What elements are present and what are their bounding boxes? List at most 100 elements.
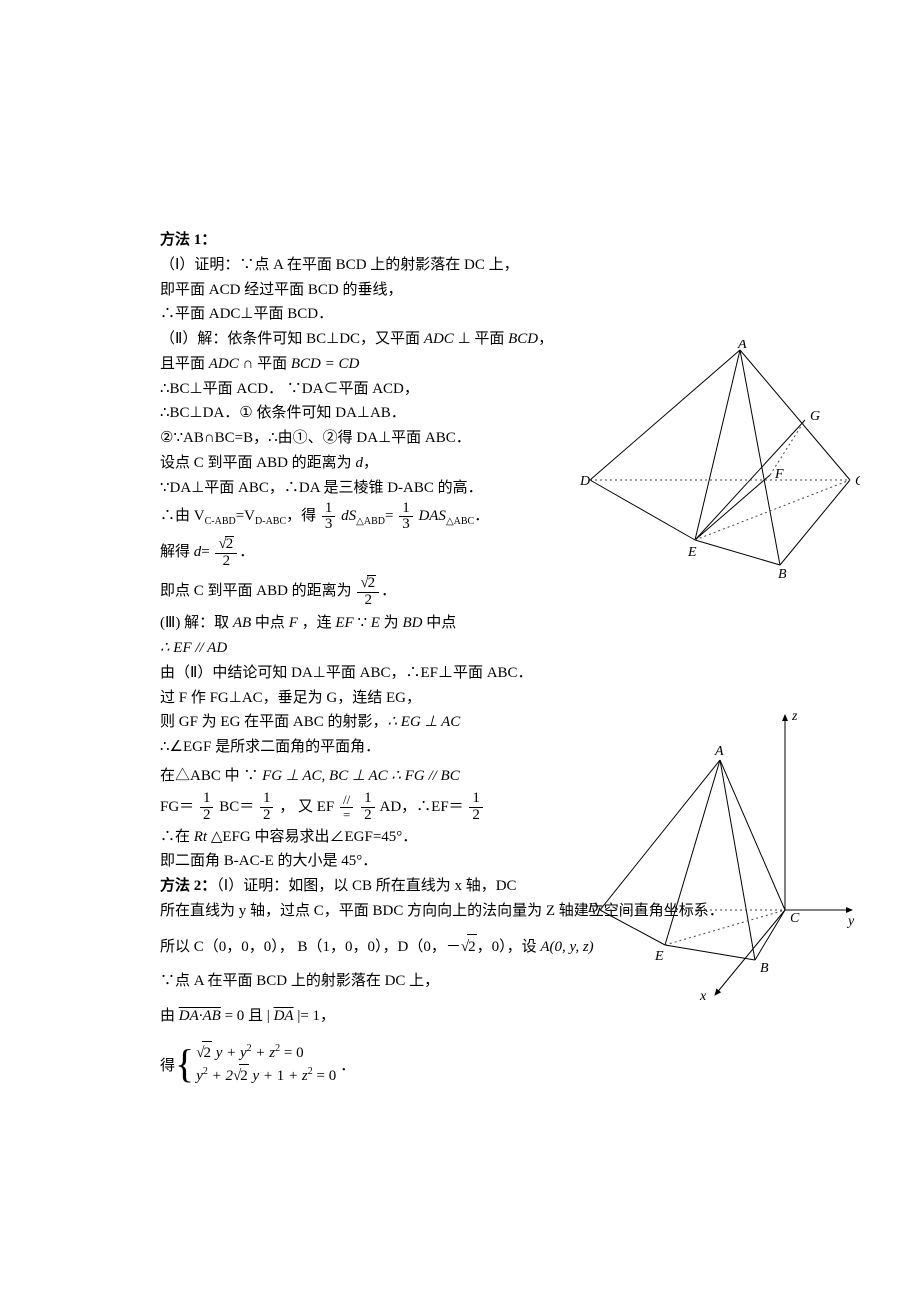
t: 中点	[422, 615, 456, 631]
frac-sqrt2-2b: 22	[357, 575, 379, 609]
brace-icon: {	[175, 1048, 194, 1080]
n: 2	[215, 536, 237, 554]
p3-l15: ∴ EF // AD	[160, 636, 760, 661]
fig2-D: D	[587, 901, 598, 916]
t: AD，∴EF＝	[380, 799, 464, 815]
fig2-E: E	[654, 949, 664, 964]
sqrt-icon: 2	[218, 536, 234, 553]
frac-1-2a: 12	[200, 791, 214, 824]
figure-2: A D C B E z y x	[570, 700, 860, 1010]
figure-2-svg: A D C B E z y x	[570, 700, 860, 1010]
fig1-B: B	[778, 567, 787, 580]
fig2-A: A	[714, 744, 724, 759]
t: =V	[236, 508, 255, 524]
n: 1	[200, 791, 214, 808]
fig2-B: B	[760, 961, 769, 976]
d: 3	[399, 517, 413, 533]
t: ∴在	[160, 829, 194, 845]
t: =	[385, 508, 393, 524]
s: D-ABC	[255, 516, 286, 527]
vec: DA·AB	[179, 1008, 221, 1024]
t: |= 1，	[294, 1008, 335, 1024]
fig1-G: G	[810, 409, 820, 424]
m: BCD	[508, 331, 538, 347]
d: 2	[215, 554, 237, 570]
eq1: 2 y + y2 + z2 = 0	[196, 1041, 336, 1065]
d: 2	[357, 593, 379, 609]
fig2-C: C	[790, 911, 800, 926]
sqrt-icon: 2	[461, 934, 477, 960]
t: 解得	[160, 544, 194, 560]
t: 中点	[251, 615, 289, 631]
m: E	[371, 615, 380, 631]
m: ADC	[209, 356, 239, 372]
brace-content: 2 y + y2 + z2 = 0 y2 + 22 y + 1 + z2 = 0	[196, 1041, 336, 1088]
t: 由	[160, 1008, 179, 1024]
t: (Ⅲ) 解：取	[160, 615, 233, 631]
figure-1-svg: A D C B E G F	[580, 340, 860, 580]
d: =	[340, 808, 353, 822]
t: 得	[160, 1054, 175, 1075]
frac-paraeq: //=	[340, 793, 353, 821]
figure-1: A D C B E G F	[580, 340, 860, 580]
t: ⊥ 平面	[454, 331, 508, 347]
m: AB	[233, 615, 251, 631]
t: 设点 C 到平面 ABD 的距离为	[160, 455, 355, 471]
s: △ABC	[446, 516, 474, 527]
fig1-F: F	[774, 467, 784, 482]
p3-l16: 由（Ⅱ）中结论可知 DA⊥平面 ABC，∴EF⊥平面 ABC．	[160, 661, 760, 686]
n: 1	[260, 791, 274, 808]
m: ∴ EG ⊥ AC	[388, 714, 461, 730]
t: ∵	[354, 615, 371, 631]
m: ∴ EF // AD	[160, 640, 227, 656]
m: ADC	[424, 331, 454, 347]
s: △ABD	[356, 516, 385, 527]
m: FG ⊥ AC, BC ⊥ AC ∴ FG // BC	[262, 768, 460, 784]
p1-l2: 即平面 ACD 经过平面 BCD 的垂线，	[160, 278, 760, 303]
n: 2	[357, 575, 379, 593]
frac-1-2d: 12	[469, 791, 483, 824]
frac-1-3a: 13	[322, 501, 336, 534]
t: = 0 且 |	[221, 1008, 274, 1024]
fig2-z: z	[791, 709, 798, 724]
m2-system: 得 { 2 y + y2 + z2 = 0 y2 + 22 y + 1 + z2…	[160, 1041, 760, 1088]
t: ∴由 V	[160, 508, 205, 524]
t: （Ⅰ）证明：如图，以 CB 所在直线为 x 轴，DC	[216, 878, 516, 894]
t: 所以 C（0，0，0）， B（1，0，0），D（0，－	[160, 939, 461, 955]
t: 为	[380, 615, 403, 631]
m: F	[289, 615, 298, 631]
m: EF	[335, 615, 353, 631]
t: ， 又 EF	[279, 799, 334, 815]
s: C-ABD	[205, 516, 236, 527]
t: ，0），设	[477, 939, 541, 955]
fig2-y: y	[846, 914, 855, 929]
eq2: y2 + 22 y + 1 + z2 = 0	[196, 1064, 336, 1088]
p3-l14: (Ⅲ) 解：取 AB 中点 F ，连 EF ∵ E 为 BD 中点	[160, 611, 760, 636]
fig1-E: E	[687, 545, 697, 560]
m: dS	[341, 508, 356, 524]
n: 1	[322, 501, 336, 518]
n: 1	[399, 501, 413, 518]
fig1-A: A	[737, 340, 747, 352]
t: BC＝	[219, 799, 254, 815]
sqrt-icon: 2	[360, 575, 376, 592]
frac-1-3b: 13	[399, 501, 413, 534]
sqrt-icon: 2	[196, 1041, 212, 1065]
t: （Ⅱ）解：依条件可知 BC⊥DC，又平面	[160, 331, 424, 347]
d: 2	[469, 808, 483, 824]
m: DAS	[418, 508, 446, 524]
t: 即点 C 到平面 ABD 的距离为	[160, 583, 352, 599]
m: BCD = CD	[291, 356, 359, 372]
t: ．	[340, 1054, 355, 1075]
vec: DA	[274, 1008, 294, 1024]
m: d	[355, 455, 363, 471]
fig2-x: x	[699, 989, 707, 1004]
heading-method-1: 方法 1：	[160, 228, 760, 253]
t: 在△ABC 中 ∵	[160, 768, 262, 784]
t: =	[201, 544, 209, 560]
sqrt-icon: 2	[233, 1064, 249, 1088]
t: △EFG 中容易求出∠EGF=45°．	[207, 829, 417, 845]
d: 3	[322, 517, 336, 533]
t: 则 GF 为 EG 在平面 ABC 的射影，	[160, 714, 388, 730]
t: ，	[538, 331, 553, 347]
